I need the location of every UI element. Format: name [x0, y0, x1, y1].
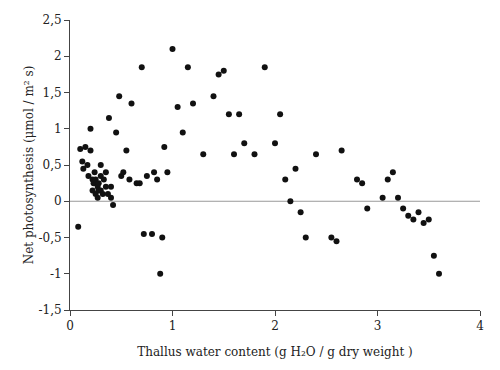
- svg-text:2,5: 2,5: [43, 13, 62, 27]
- svg-text:Thallus water content (g H₂O /: Thallus water content (g H₂O / g dry wei…: [137, 345, 413, 359]
- svg-text:-0,5: -0,5: [38, 231, 61, 245]
- svg-text:1,5: 1,5: [43, 86, 62, 100]
- svg-text:1: 1: [169, 319, 177, 333]
- svg-text:3: 3: [374, 319, 382, 333]
- svg-text:0: 0: [54, 194, 62, 208]
- svg-text:Net photosynthesis (μmol / m²: Net photosynthesis (μmol / m² s): [22, 66, 36, 265]
- svg-text:2: 2: [54, 49, 62, 63]
- svg-text:2: 2: [271, 319, 279, 333]
- svg-text:0: 0: [66, 319, 74, 333]
- svg-text:0,5: 0,5: [43, 158, 62, 172]
- svg-text:-1,5: -1,5: [38, 303, 61, 317]
- svg-text:1: 1: [54, 122, 62, 136]
- svg-text:-1: -1: [50, 267, 62, 281]
- svg-text:4: 4: [476, 319, 484, 333]
